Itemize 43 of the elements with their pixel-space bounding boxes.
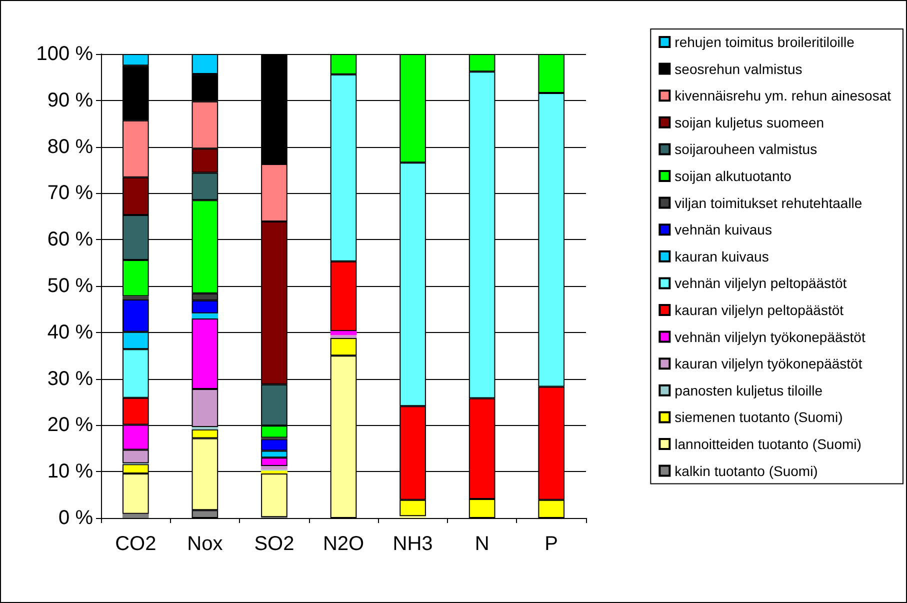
- bar: [192, 313, 218, 318]
- legend-label: kauran kuivaus: [674, 248, 769, 264]
- legend-label: lannoitteiden tuotanto (Suomi): [674, 436, 862, 452]
- bar: [261, 473, 288, 518]
- x-tick-label: NH3: [392, 533, 433, 555]
- legend-label: rehujen toimitus broileritiloille: [674, 34, 855, 50]
- bar: [261, 466, 288, 470]
- bar: [330, 331, 357, 336]
- x-tick-label: SO2: [254, 533, 294, 555]
- y-tick-label: 60 %: [47, 228, 94, 251]
- legend-label: soijan alkutuotanto: [674, 168, 792, 184]
- y-tick-label: 30 %: [47, 368, 94, 390]
- y-tick-label: 100 %: [36, 43, 94, 65]
- bar: [330, 335, 357, 338]
- y-tick-label: 0 %: [58, 507, 94, 529]
- x-tick-label: CO2: [115, 533, 156, 555]
- legend-label: vehnän viljelyn peltopäästöt: [674, 275, 847, 292]
- legend-label: kauran viljelyn työkonepäästöt: [674, 356, 862, 372]
- y-tick-label: 50 %: [47, 275, 94, 297]
- x-tick-label: N: [474, 533, 490, 555]
- legend-label: vehnän kuivaus: [674, 222, 772, 238]
- bar: [261, 470, 288, 474]
- y-tick-label: 40 %: [47, 321, 94, 344]
- legend-label: soijan kuljetus suomeen: [674, 114, 824, 130]
- legend-label: soijarouheen valmistus: [674, 141, 818, 158]
- legend-label: kauran viljelyn peltopäästöt: [674, 302, 844, 318]
- legend-label: viljan toimitukset rehutehtaalle: [674, 194, 862, 211]
- legend-label: kalkin tuotanto (Suomi): [674, 462, 818, 479]
- x-tick-label: N2O: [322, 533, 364, 555]
- y-tick-label: 20 %: [47, 414, 94, 436]
- bar: [122, 296, 149, 300]
- y-tick-label: 10 %: [47, 460, 94, 483]
- legend-label: panosten kuljetus tiloille: [674, 382, 823, 398]
- legend-label: seosrehun valmistus: [674, 60, 802, 77]
- y-tick-label: 70 %: [47, 182, 94, 204]
- legend-label: kivennäisrehu ym. rehun ainesosat: [674, 88, 892, 104]
- legend-label: vehnän viljelyn työkonepäästöt: [674, 328, 866, 345]
- x-tick-label: Nox: [187, 533, 223, 555]
- y-tick-label: 80 %: [47, 136, 94, 158]
- x-tick-label: P: [544, 533, 558, 555]
- y-tick-label: 90 %: [47, 89, 94, 112]
- bar: [122, 514, 149, 518]
- legend-label: siemenen tuotanto (Suomi): [674, 409, 843, 426]
